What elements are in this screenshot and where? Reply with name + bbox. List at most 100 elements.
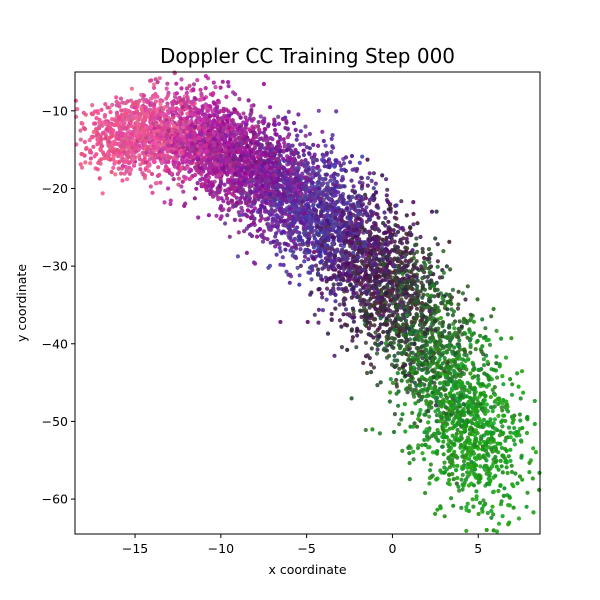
- scatter-point: [365, 283, 370, 289]
- scatter-point: [343, 322, 348, 327]
- scatter-point: [321, 197, 326, 202]
- scatter-point: [418, 289, 423, 294]
- scatter-point: [454, 436, 460, 441]
- scatter-point: [363, 196, 368, 201]
- scatter-point: [394, 391, 399, 396]
- scatter-point: [447, 342, 452, 347]
- scatter-point: [247, 127, 252, 132]
- scatter-point: [325, 331, 331, 336]
- scatter-point: [285, 162, 290, 167]
- scatter-point: [449, 301, 454, 306]
- scatter-point: [84, 145, 89, 151]
- scatter-point: [322, 164, 327, 169]
- scatter-point: [174, 81, 179, 86]
- scatter-point: [196, 215, 201, 220]
- scatter-point: [528, 458, 534, 463]
- scatter-point: [461, 317, 466, 322]
- scatter-point: [187, 83, 192, 88]
- scatter-point: [152, 82, 157, 87]
- scatter-point: [88, 161, 93, 166]
- scatter-point: [236, 210, 241, 215]
- scatter-point: [420, 284, 425, 289]
- scatter-point: [446, 376, 451, 381]
- scatter-point: [172, 94, 178, 99]
- scatter-point: [185, 165, 190, 170]
- scatter-point: [383, 242, 388, 247]
- scatter-point: [296, 154, 301, 159]
- scatter-point: [519, 455, 524, 460]
- scatter-point: [276, 114, 281, 119]
- scatter-point: [249, 204, 254, 209]
- scatter-point: [464, 438, 469, 443]
- scatter-point: [457, 329, 462, 334]
- scatter-point: [365, 175, 370, 181]
- scatter-point: [298, 263, 303, 268]
- scatter-point: [454, 468, 459, 473]
- scatter-point: [496, 413, 501, 418]
- scatter-point: [395, 224, 400, 229]
- scatter-point: [430, 368, 435, 373]
- scatter-point: [464, 528, 469, 534]
- scatter-point: [260, 239, 266, 244]
- scatter-point: [384, 322, 389, 327]
- scatter-point: [457, 338, 462, 343]
- scatter-point: [473, 417, 478, 422]
- scatter-point: [473, 475, 478, 480]
- scatter-point: [450, 471, 455, 477]
- scatter-point: [508, 377, 513, 382]
- scatter-point: [418, 327, 423, 332]
- scatter-point: [277, 245, 282, 250]
- scatter-point: [496, 401, 501, 407]
- scatter-point: [513, 471, 518, 476]
- scatter-point: [343, 307, 349, 312]
- scatter-point: [456, 351, 461, 357]
- scatter-point: [349, 178, 354, 183]
- scatter-point: [337, 270, 342, 275]
- scatter-point: [320, 295, 325, 300]
- scatter-point: [438, 315, 443, 321]
- scatter-point: [198, 87, 203, 92]
- scatter-point: [262, 127, 267, 132]
- scatter-point: [79, 165, 85, 170]
- scatter-point: [127, 154, 132, 159]
- scatter-point: [339, 167, 344, 172]
- scatter-point: [224, 94, 229, 99]
- scatter-point: [312, 236, 317, 241]
- scatter-point: [149, 171, 155, 177]
- scatter-point: [532, 398, 537, 404]
- scatter-point: [352, 167, 357, 172]
- scatter-point: [203, 86, 208, 91]
- scatter-point: [350, 315, 355, 320]
- scatter-point: [396, 351, 401, 356]
- scatter-point: [146, 169, 151, 174]
- scatter-point: [211, 194, 216, 199]
- scatter-point: [494, 529, 500, 534]
- scatter-point: [447, 472, 452, 477]
- scatter-point: [500, 374, 505, 379]
- scatter-point: [424, 370, 429, 375]
- data-points: [73, 70, 542, 534]
- scatter-point: [82, 126, 88, 132]
- scatter-point: [321, 154, 326, 159]
- scatter-point: [283, 115, 288, 120]
- scatter-point: [363, 427, 368, 433]
- scatter-point: [399, 378, 404, 383]
- scatter-point: [450, 460, 455, 465]
- scatter-point: [473, 407, 478, 412]
- scatter-point: [180, 179, 185, 184]
- scatter-point: [456, 289, 461, 294]
- scatter-point: [164, 86, 169, 91]
- scatter-point: [91, 129, 96, 135]
- scatter-point: [303, 247, 308, 252]
- scatter-point: [408, 225, 413, 231]
- scatter-point: [105, 105, 110, 110]
- scatter-point: [435, 428, 440, 433]
- scatter-point: [444, 416, 449, 421]
- scatter-point: [260, 232, 265, 237]
- scatter-point: [388, 249, 393, 255]
- scatter-point: [515, 481, 520, 486]
- scatter-point: [131, 162, 137, 167]
- scatter-point: [405, 379, 410, 384]
- scatter-point: [429, 264, 434, 269]
- scatter-point: [349, 396, 354, 401]
